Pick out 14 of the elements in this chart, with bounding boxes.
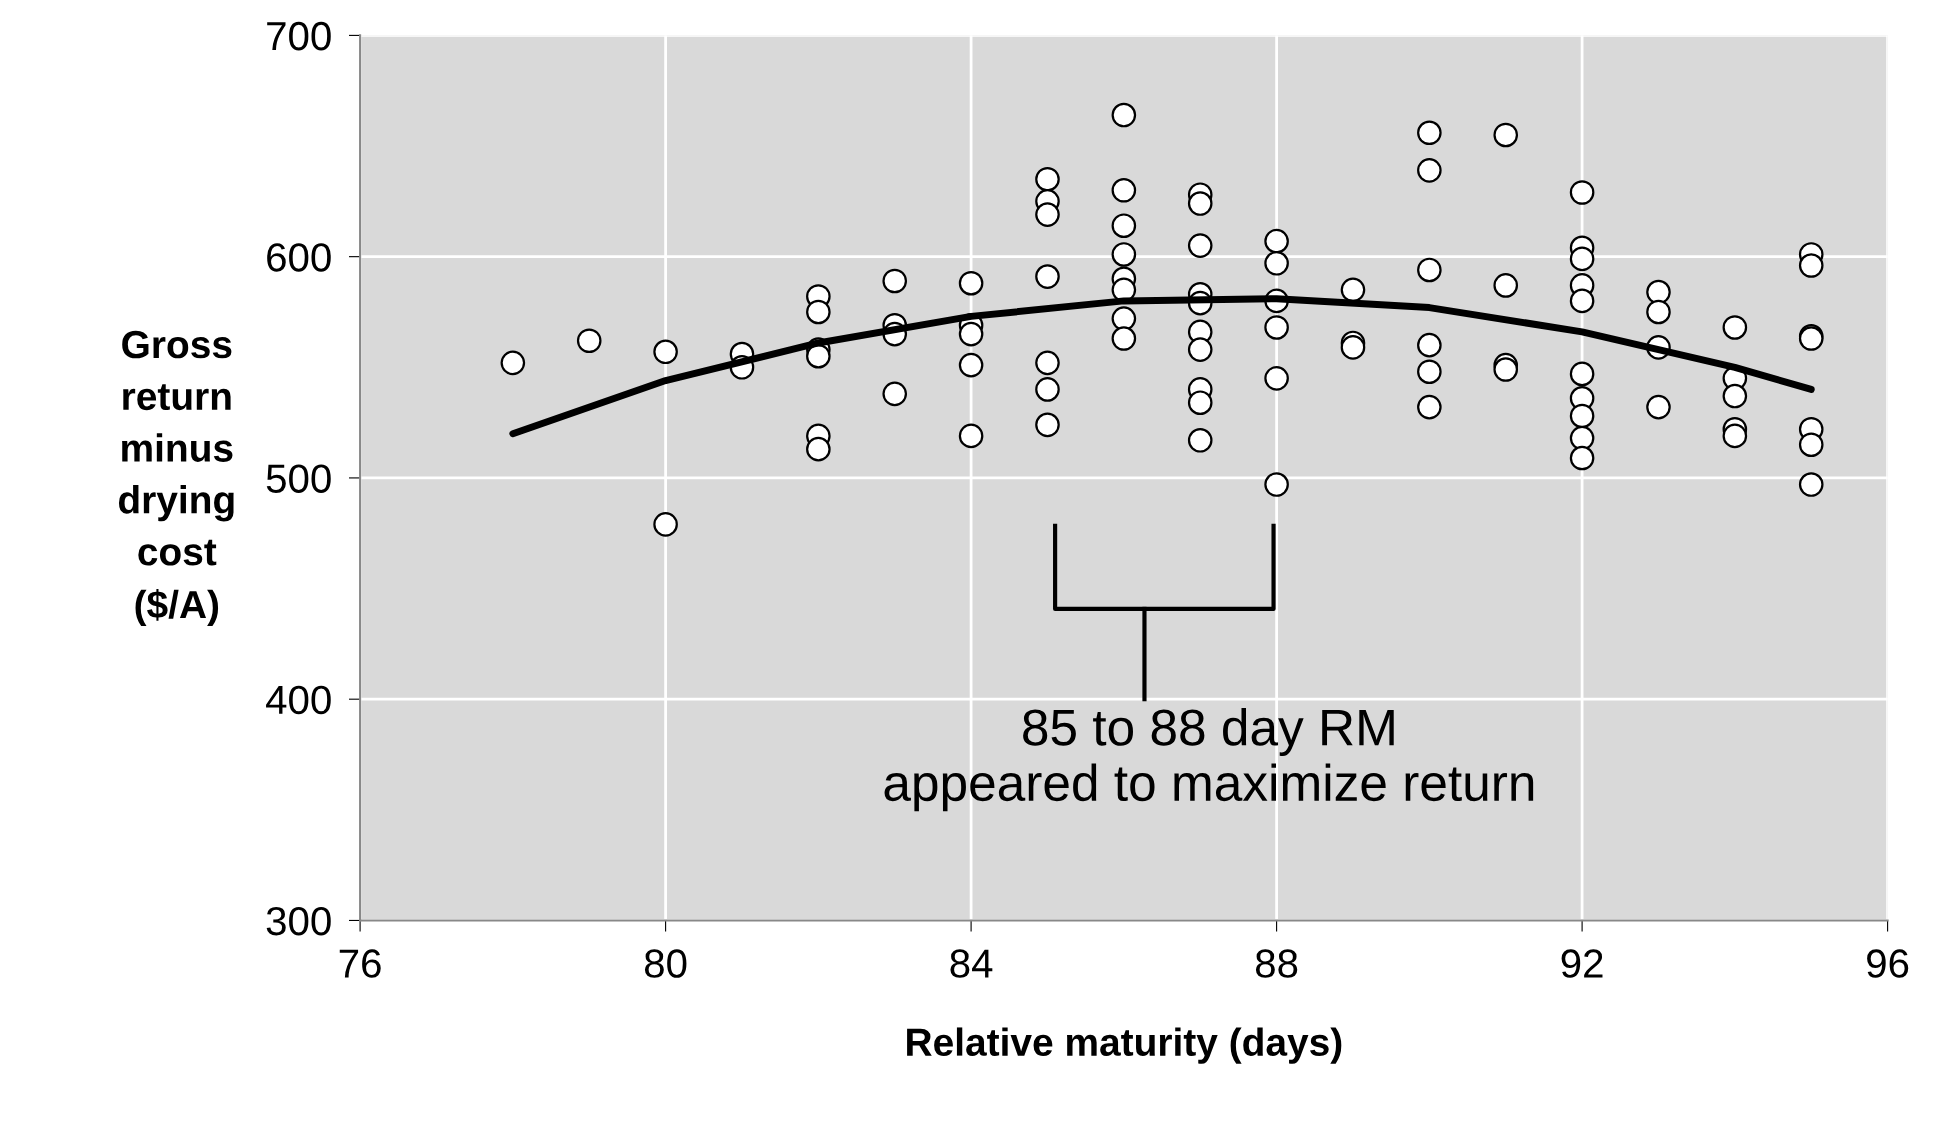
y-axis-title: Gross return minus drying cost ($/A) bbox=[118, 330, 234, 627]
x-tick-label: 76 bbox=[339, 949, 381, 978]
y-tick-label: 500 bbox=[266, 464, 331, 493]
x-tick-label: 96 bbox=[1867, 949, 1909, 978]
y-tick-label: 700 bbox=[267, 21, 331, 51]
x-tick-label: 84 bbox=[950, 949, 993, 978]
x-tick-label: 92 bbox=[1561, 949, 1603, 978]
x-tick-label: 88 bbox=[1255, 949, 1298, 978]
y-tick-label: 400 bbox=[266, 685, 331, 715]
y-tick-label: 300 bbox=[266, 906, 331, 936]
x-tick-label: 80 bbox=[644, 949, 687, 978]
annotation: 85 to 88 day RM appeared to maximize return bbox=[884, 708, 1534, 812]
y-tick-label: 600 bbox=[267, 243, 331, 272]
x-axis-title: Relative maturity (days) bbox=[907, 1027, 1342, 1064]
